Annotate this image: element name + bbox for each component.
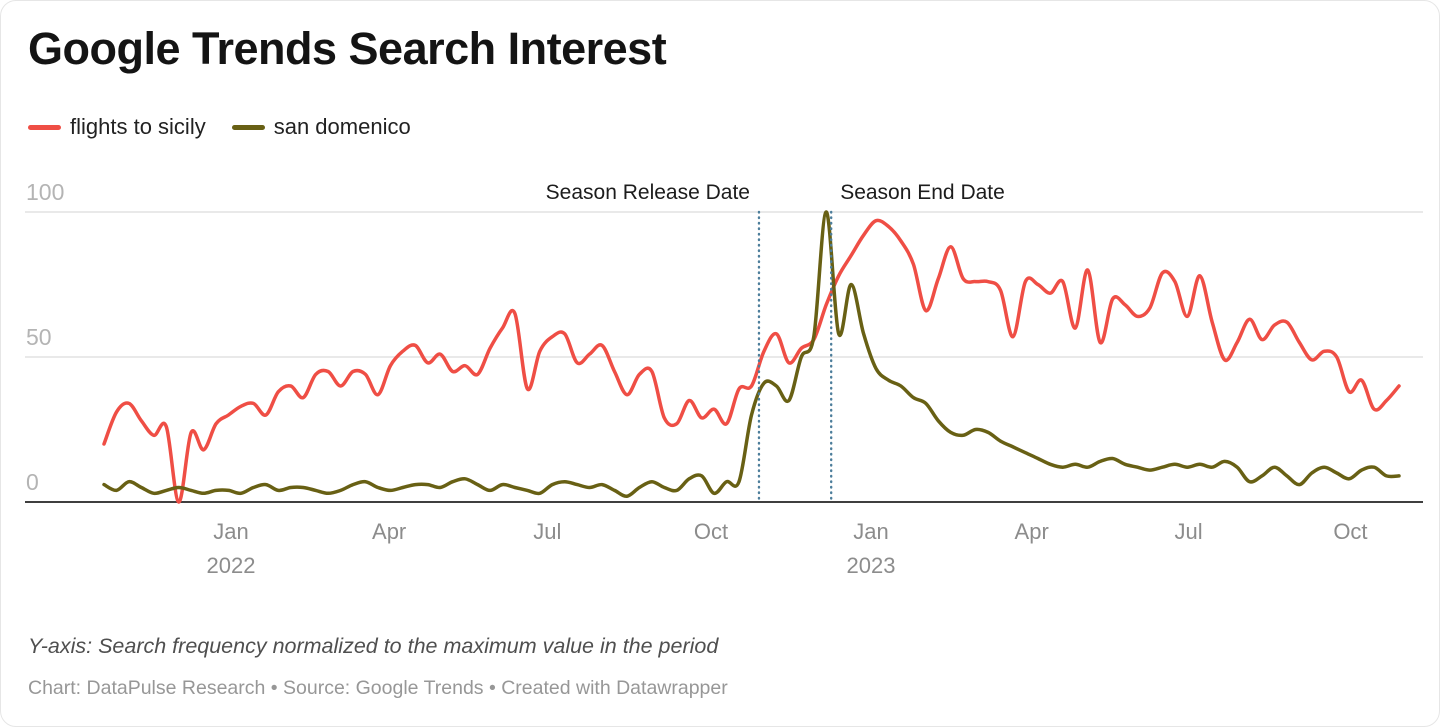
legend: flights to sicily san domenico bbox=[28, 116, 411, 138]
legend-label: san domenico bbox=[273, 114, 411, 139]
legend-dash-icon bbox=[231, 124, 265, 130]
chart-title: Google Trends Search Interest bbox=[28, 23, 667, 74]
x-axis-tick-label: Jul bbox=[1174, 519, 1203, 544]
x-axis-tick-label: Jan bbox=[853, 519, 889, 544]
series-line-san-domenico bbox=[102, 210, 1401, 498]
x-axis-year-label: 2023 bbox=[846, 553, 896, 578]
annotation-season-release-date: Season Release Date bbox=[545, 181, 750, 204]
y-axis-tick-label: 0 bbox=[26, 469, 39, 495]
x-axis-tick-label: Jan bbox=[213, 519, 249, 544]
x-axis-tick-label: Apr bbox=[372, 519, 407, 544]
legend-label: flights to sicily bbox=[70, 114, 206, 139]
series-line-flights-to-sicily bbox=[102, 218, 1401, 504]
x-axis-year-label: 2022 bbox=[206, 553, 256, 578]
legend-dash-icon bbox=[28, 124, 61, 130]
x-axis-tick-label: Oct bbox=[1333, 519, 1368, 544]
y-axis-tick-label: 100 bbox=[26, 179, 65, 205]
legend-item-san-domenico: san domenico bbox=[231, 114, 411, 139]
x-axis-tick-label: Jul bbox=[533, 519, 562, 544]
x-axis-tick-label: Oct bbox=[693, 519, 729, 544]
annotation-season-end-date: Season End Date bbox=[840, 181, 1005, 204]
y-axis-note: Y-axis: Search frequency normalized to t… bbox=[28, 634, 719, 658]
y-axis-tick-label: 50 bbox=[26, 324, 52, 350]
legend-item-flights-to-sicily: flights to sicily bbox=[28, 116, 206, 138]
byline: Chart: DataPulse Research • Source: Goog… bbox=[28, 677, 728, 699]
x-axis-tick-label: Apr bbox=[1014, 519, 1049, 544]
